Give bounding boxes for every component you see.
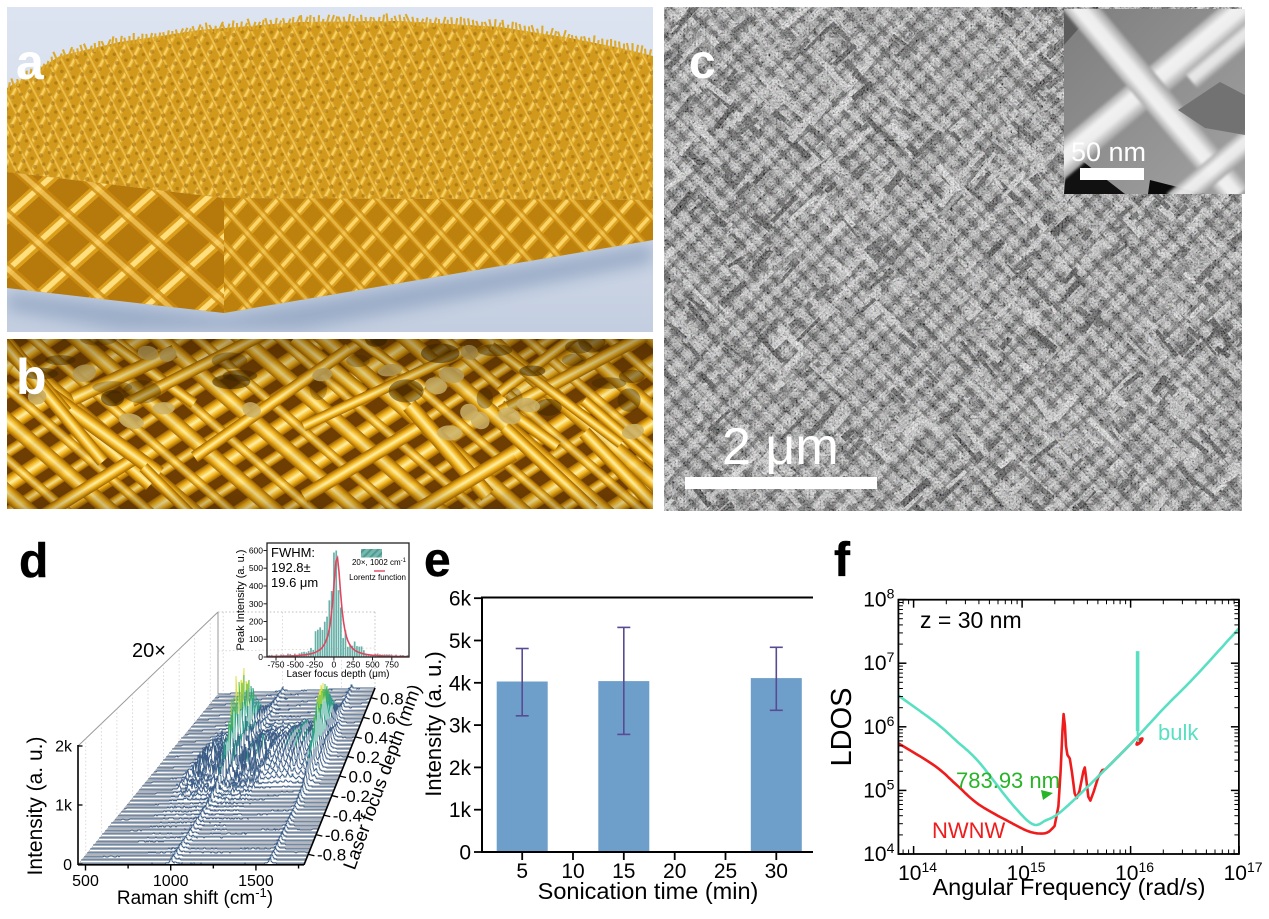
- svg-text:Intensity (a. u.): Intensity (a. u.): [421, 651, 446, 797]
- svg-text:Laser focus depth (μm): Laser focus depth (μm): [286, 669, 389, 680]
- svg-text:250: 250: [346, 660, 360, 670]
- svg-text:15: 15: [612, 860, 635, 883]
- svg-text:107: 107: [863, 649, 894, 675]
- svg-text:FWHM:: FWHM:: [271, 545, 315, 560]
- svg-text:bulk: bulk: [1158, 720, 1199, 745]
- svg-text:-500: -500: [287, 660, 304, 670]
- svg-text:108: 108: [863, 586, 894, 612]
- svg-text:500: 500: [365, 660, 379, 670]
- svg-text:105: 105: [863, 776, 894, 802]
- svg-text:-0.8: -0.8: [317, 846, 346, 865]
- svg-text:e: e: [424, 534, 451, 587]
- svg-text:0: 0: [459, 842, 471, 865]
- svg-text:0: 0: [332, 660, 337, 670]
- svg-text:20×: 20×: [132, 640, 166, 662]
- svg-text:5k: 5k: [449, 630, 472, 653]
- svg-text:c: c: [689, 36, 716, 89]
- svg-text:0.2: 0.2: [356, 748, 380, 767]
- svg-text:Raman shift (cm-1): Raman shift (cm-1): [117, 885, 273, 909]
- svg-text:192.8±: 192.8±: [271, 560, 311, 575]
- svg-text:Peak Intensity (a. u.): Peak Intensity (a. u.): [235, 550, 247, 651]
- svg-text:0.6: 0.6: [372, 709, 396, 728]
- svg-text:-750: -750: [267, 660, 284, 670]
- svg-text:f: f: [834, 534, 851, 587]
- svg-text:0.8: 0.8: [380, 689, 404, 708]
- svg-text:NWNW: NWNW: [932, 818, 1006, 843]
- svg-text:104: 104: [863, 840, 894, 866]
- svg-text:50 nm: 50 nm: [1071, 137, 1146, 167]
- svg-text:400: 400: [249, 581, 263, 591]
- svg-text:750: 750: [385, 660, 399, 670]
- svg-text:Lorentz function: Lorentz function: [349, 573, 406, 582]
- svg-text:30: 30: [765, 860, 788, 883]
- svg-text:1k: 1k: [55, 798, 73, 815]
- svg-text:Angular Frequency (rad/s): Angular Frequency (rad/s): [933, 874, 1206, 900]
- svg-text:1k: 1k: [449, 799, 472, 822]
- svg-text:-0.2: -0.2: [341, 787, 370, 806]
- svg-text:0.4: 0.4: [364, 728, 388, 747]
- svg-text:d: d: [19, 535, 48, 588]
- svg-text:a: a: [16, 34, 45, 90]
- svg-text:b: b: [16, 349, 47, 405]
- svg-text:1500: 1500: [238, 873, 274, 890]
- svg-text:Intensity (a. u.): Intensity (a. u.): [24, 737, 47, 876]
- svg-text:500: 500: [72, 873, 99, 890]
- svg-text:z = 30 nm: z = 30 nm: [920, 607, 1022, 633]
- svg-text:106: 106: [863, 713, 894, 739]
- svg-text:0.0: 0.0: [349, 768, 373, 787]
- svg-text:3k: 3k: [449, 715, 472, 738]
- svg-text:25: 25: [714, 860, 737, 883]
- svg-text:Sonication time (min): Sonication time (min): [538, 878, 759, 904]
- svg-text:10: 10: [561, 860, 584, 883]
- svg-text:300: 300: [249, 599, 263, 609]
- svg-text:19.6 μm: 19.6 μm: [271, 575, 318, 590]
- svg-text:200: 200: [249, 617, 263, 627]
- svg-text:783.93 nm: 783.93 nm: [956, 768, 1060, 793]
- svg-text:2 μm: 2 μm: [722, 418, 839, 476]
- svg-text:20: 20: [663, 860, 686, 883]
- svg-text:-0.4: -0.4: [333, 807, 362, 826]
- svg-text:2k: 2k: [449, 757, 472, 780]
- svg-text:600: 600: [249, 546, 263, 556]
- svg-text:100: 100: [249, 634, 263, 644]
- svg-text:1000: 1000: [153, 873, 189, 890]
- svg-text:1014: 1014: [898, 859, 937, 885]
- svg-text:0: 0: [63, 857, 72, 874]
- svg-text:6k: 6k: [449, 588, 472, 611]
- svg-text:-250: -250: [306, 660, 323, 670]
- svg-text:-0.6: -0.6: [325, 826, 354, 845]
- svg-text:1017: 1017: [1224, 859, 1263, 885]
- svg-text:LDOS: LDOS: [826, 688, 858, 767]
- svg-text:4k: 4k: [449, 672, 472, 695]
- svg-text:0: 0: [258, 652, 263, 662]
- svg-text:500: 500: [249, 563, 263, 573]
- svg-text:2k: 2k: [55, 739, 73, 756]
- svg-text:20×, 1002 cm-1: 20×, 1002 cm-1: [352, 558, 407, 567]
- svg-text:5: 5: [516, 860, 528, 883]
